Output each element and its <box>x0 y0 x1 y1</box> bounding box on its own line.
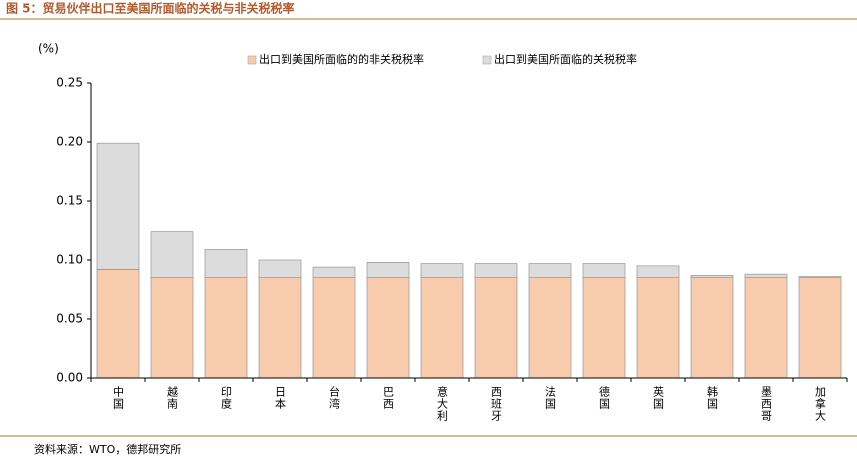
y-tick-label: 0.05 <box>56 312 83 326</box>
x-tick-label: 日本 <box>274 386 287 410</box>
x-tick-label: 英国 <box>652 385 665 410</box>
y-tick-label: 0.10 <box>56 253 83 267</box>
bar-segment <box>636 265 680 278</box>
bar-segment <box>312 277 356 379</box>
bar-segment <box>420 263 464 279</box>
bar-segment <box>798 277 842 379</box>
bar-segment <box>474 263 518 279</box>
x-tick-label: 西班牙 <box>490 386 503 422</box>
bar-segment <box>798 276 842 278</box>
bar-segment <box>366 262 410 278</box>
legend-label: 出口到美国所面临的关税税率 <box>494 52 637 66</box>
bar-segment <box>96 142 140 270</box>
x-tick-label: 法国 <box>544 385 557 410</box>
bar-segment <box>690 277 734 379</box>
bar-segment <box>690 275 734 278</box>
y-unit-label: (%) <box>38 42 59 56</box>
bar-segment <box>528 277 572 379</box>
x-tick-label: 加拿大 <box>814 386 827 422</box>
x-tick-label: 巴西 <box>382 386 395 410</box>
y-tick-label: 0.25 <box>56 76 83 90</box>
y-tick-label: 0.15 <box>56 194 83 208</box>
x-tick-label: 意大利 <box>436 385 449 422</box>
y-tick-label: 0.00 <box>56 371 83 385</box>
bar-segment <box>744 273 788 279</box>
x-tick-label: 台湾 <box>328 385 341 410</box>
legend-swatch <box>482 55 492 65</box>
bar-segment <box>474 277 518 379</box>
bar-segment <box>582 263 626 279</box>
x-tick-label: 德国 <box>598 385 611 410</box>
legend-label: 出口到美国所面临的的非关税税率 <box>259 52 424 66</box>
bar-segment <box>258 259 302 279</box>
bar-segment <box>420 277 464 379</box>
bar-segment <box>366 277 410 379</box>
source: 资料来源：WTO，德邦研究所 <box>34 442 181 456</box>
x-tick-label: 墨西哥 <box>760 386 773 422</box>
x-tick-label: 印度 <box>220 386 233 410</box>
x-tick-label: 中国 <box>112 386 125 410</box>
bar-segment <box>312 266 356 278</box>
y-tick-label: 0.20 <box>56 135 83 149</box>
x-tick-label: 越南 <box>166 385 179 410</box>
bar-segment <box>204 249 248 279</box>
legend-swatch <box>247 55 257 65</box>
bar-segment <box>150 231 194 278</box>
bar-segment <box>204 277 248 379</box>
bar-segment <box>528 263 572 279</box>
bar-segment <box>744 277 788 379</box>
bar-segment <box>258 277 302 379</box>
x-tick-label: 韩国 <box>706 385 719 410</box>
bar-segment <box>150 277 194 379</box>
bar-segment <box>636 277 680 379</box>
bar-segment <box>582 277 626 379</box>
bar-segment <box>96 269 140 379</box>
chart-title: 图 5：贸易伙伴出口至美国所面临的关税与非关税税率 <box>6 1 295 16</box>
